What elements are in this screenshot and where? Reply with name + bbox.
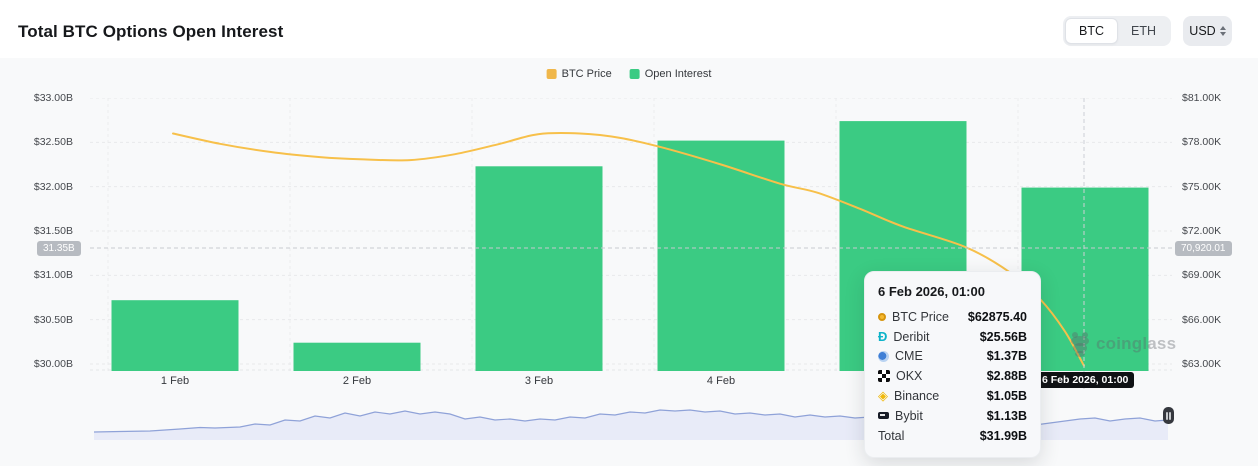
left-axis-tick: $33.00B	[33, 92, 73, 104]
open-interest-bar-2-feb[interactable]	[293, 342, 421, 371]
legend-label: BTC Price	[561, 68, 612, 80]
tooltip-row-value: $1.37B	[986, 349, 1027, 364]
x-axis-tick: 1 Feb	[160, 375, 190, 387]
right-axis-tick: $63.00K	[1182, 358, 1222, 370]
open-interest-bar-6-feb[interactable]	[1021, 187, 1149, 371]
tooltip-row-label: OKX	[896, 369, 923, 384]
x-axis-tick: 2 Feb	[342, 375, 372, 387]
tooltip-row-label: BTC Price	[892, 309, 949, 324]
coin-toggle: BTC ETH	[1063, 16, 1171, 46]
tooltip-row-value: $25.56B	[979, 329, 1027, 344]
crosshair-left-axis-badge: 31.35B	[37, 241, 81, 256]
bybit-icon	[878, 412, 889, 420]
tooltip-row-label: Binance	[894, 389, 940, 404]
legend: BTC Price Open Interest	[546, 68, 712, 80]
binance-icon: ◈	[878, 388, 888, 404]
tooltip-total-value: $31.99B	[979, 428, 1027, 443]
deribit-icon: Đ	[878, 328, 888, 344]
right-axis-tick: $78.00K	[1182, 136, 1222, 149]
tooltip-row-value: $1.05B	[986, 389, 1027, 404]
cme-icon	[878, 350, 889, 362]
legend-swatch-icon	[629, 69, 640, 79]
tooltip-row-value: $1.13B	[986, 408, 1027, 423]
coinglass-logo-icon	[1071, 332, 1089, 357]
crosshair-x-axis-badge: 6 Feb 2026, 01:00	[1036, 372, 1135, 388]
tooltip-row-label: Bybit	[895, 408, 923, 423]
open-interest-bar-4-feb[interactable]	[657, 140, 785, 371]
left-axis-tick: $31.50B	[33, 225, 73, 237]
currency-selector-value: USD	[1189, 24, 1216, 38]
tooltip-row-value: $2.88B	[986, 369, 1027, 384]
x-axis-tick: 4 Feb	[706, 375, 736, 387]
tooltip-total-row: Total $31.99B	[878, 426, 1027, 446]
left-axis-tick: $32.00B	[33, 180, 73, 193]
left-axis-tick: $32.50B	[33, 136, 73, 149]
right-axis-tick: $69.00K	[1182, 269, 1222, 282]
right-axis-tick: $66.00K	[1182, 313, 1222, 326]
tooltip-row-value: $62875.40	[967, 309, 1027, 324]
right-axis-tick: $81.00K	[1182, 92, 1222, 104]
tooltip-row-btc-price: BTC Price $62875.40	[878, 307, 1027, 327]
page-title: Total BTC Options Open Interest	[18, 22, 284, 41]
sort-chevrons-icon	[1219, 26, 1226, 36]
navigator-handle[interactable]	[1163, 407, 1174, 424]
tooltip-row-deribit: Đ Deribit $25.56B	[878, 327, 1027, 347]
tooltip-header: 6 Feb 2026, 01:00	[878, 284, 985, 299]
tooltip-total-label: Total	[878, 428, 905, 443]
okx-icon	[878, 370, 890, 383]
coinglass-watermark: coinglass	[1068, 331, 1176, 357]
legend-swatch-icon	[546, 69, 557, 79]
coin-toggle-eth[interactable]: ETH	[1131, 24, 1156, 38]
tooltip-row-okx: OKX $2.88B	[878, 366, 1027, 386]
right-axis-tick: $72.00K	[1182, 225, 1222, 237]
currency-selector[interactable]: USD	[1183, 16, 1232, 46]
tooltip-row-bybit: Bybit $1.13B	[878, 406, 1027, 426]
btc-price-line	[172, 131, 1085, 367]
open-interest-bar-1-feb[interactable]	[111, 300, 239, 371]
legend-item-open-interest[interactable]: Open Interest	[629, 68, 712, 80]
chart-tooltip: 6 Feb 2026, 01:00 BTC Price $62875.40 Đ Der…	[864, 271, 1041, 458]
right-axis-tick: $75.00K	[1182, 180, 1222, 193]
coin-toggle-btc[interactable]: BTC	[1065, 18, 1118, 44]
left-axis-tick: $30.50B	[33, 313, 73, 326]
left-axis-tick: $31.00B	[33, 269, 73, 282]
tooltip-row-binance: ◈ Binance $1.05B	[878, 386, 1027, 406]
tooltip-row-cme: CME $1.37B	[878, 347, 1027, 367]
legend-label: Open Interest	[644, 68, 712, 80]
x-axis-tick: 3 Feb	[524, 375, 554, 387]
btc-icon	[878, 312, 886, 321]
tooltip-row-label: CME	[895, 349, 923, 364]
tooltip-rows: BTC Price $62875.40 Đ Deribit $25.56B CME $1.3…	[878, 307, 1027, 426]
tooltip-row-label: Deribit	[893, 329, 930, 344]
open-interest-bar-3-feb[interactable]	[475, 166, 603, 371]
left-axis-tick: $30.00B	[33, 358, 73, 370]
crosshair-right-axis-badge: 70,920.01	[1175, 241, 1232, 256]
watermark-text: coinglass	[1096, 334, 1177, 353]
legend-item-btc-price[interactable]: BTC Price	[546, 68, 612, 80]
